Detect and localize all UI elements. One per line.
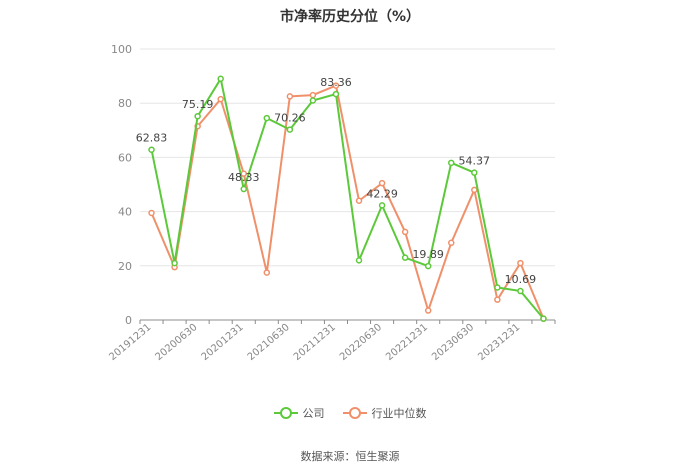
legend: 公司 行业中位数 bbox=[0, 405, 700, 421]
data-point bbox=[148, 146, 155, 153]
series-line-1 bbox=[150, 84, 545, 320]
data-point bbox=[286, 126, 294, 133]
data-point bbox=[471, 169, 478, 176]
x-tick-label: 20231231 bbox=[476, 322, 522, 363]
data-point bbox=[217, 75, 224, 83]
grid-lines bbox=[140, 48, 555, 267]
y-tick-label: 20 bbox=[118, 260, 132, 273]
legend-item-company[interactable]: 公司 bbox=[273, 405, 325, 421]
x-tick-label: 20221231 bbox=[384, 322, 430, 363]
data-label: 83.36 bbox=[320, 76, 352, 89]
data-point bbox=[517, 287, 524, 295]
data-point bbox=[148, 209, 155, 217]
data-point bbox=[540, 315, 547, 322]
series-line-0 bbox=[150, 77, 545, 320]
data-label: 48.33 bbox=[228, 171, 260, 184]
x-tick-label: 20211231 bbox=[292, 322, 338, 363]
data-point bbox=[355, 197, 363, 205]
y-tick-label: 0 bbox=[125, 314, 132, 327]
data-point bbox=[309, 97, 317, 104]
data-point bbox=[332, 90, 340, 98]
x-tick-label: 20220630 bbox=[338, 322, 384, 363]
data-label: 70.26 bbox=[274, 112, 306, 125]
data-point bbox=[401, 254, 409, 261]
data-point bbox=[217, 95, 224, 103]
data-point bbox=[494, 284, 501, 291]
x-tick-label: 20200630 bbox=[154, 322, 200, 363]
y-tick-label: 100 bbox=[111, 43, 132, 56]
data-label: 10.69 bbox=[505, 273, 537, 286]
x-tick-label: 20201231 bbox=[200, 322, 246, 363]
x-tick-label: 20210630 bbox=[246, 322, 292, 363]
source-note: 数据来源：恒生聚源 bbox=[300, 450, 400, 463]
data-label: 42.29 bbox=[366, 187, 398, 200]
legend-swatch-company bbox=[273, 407, 298, 419]
data-point bbox=[424, 307, 432, 314]
x-tick-label: 20191231 bbox=[107, 322, 153, 363]
data-point bbox=[378, 179, 386, 187]
legend-label-company: 公司 bbox=[302, 407, 325, 420]
data-label: 54.37 bbox=[459, 155, 491, 168]
y-tick-label: 40 bbox=[118, 206, 132, 219]
data-point bbox=[424, 262, 432, 270]
data-label: 19.89 bbox=[412, 248, 444, 261]
legend-label-industry-median: 行业中位数 bbox=[371, 407, 427, 420]
y-tick-label: 80 bbox=[118, 97, 132, 110]
series-lines bbox=[148, 75, 547, 322]
legend-item-industry-median[interactable]: 行业中位数 bbox=[342, 405, 427, 421]
data-point bbox=[309, 91, 317, 99]
data-point bbox=[194, 112, 201, 120]
data-point bbox=[171, 259, 178, 267]
data-point bbox=[332, 82, 340, 89]
data-point bbox=[494, 296, 501, 303]
data-point bbox=[471, 186, 478, 194]
data-point bbox=[448, 159, 455, 167]
data-point bbox=[378, 202, 386, 209]
data-label: 75.19 bbox=[182, 98, 214, 111]
data-point bbox=[263, 114, 271, 122]
data-point bbox=[448, 239, 455, 247]
data-point bbox=[355, 257, 363, 264]
legend-swatch-industry-median bbox=[342, 407, 367, 419]
data-labels: 62.83 75.19 48.33 70.26 83.36 42.29 19.89 54.37… bbox=[136, 76, 536, 286]
data-point bbox=[517, 259, 524, 267]
x-tick-label: 20230630 bbox=[430, 322, 476, 363]
y-tick-label: 60 bbox=[118, 151, 132, 164]
data-point bbox=[286, 93, 294, 100]
data-point bbox=[240, 185, 247, 193]
data-point bbox=[401, 228, 409, 236]
data-label: 62.83 bbox=[136, 132, 168, 145]
data-point bbox=[263, 269, 271, 276]
chart-title: 市净率历史分位（%） bbox=[279, 9, 421, 25]
